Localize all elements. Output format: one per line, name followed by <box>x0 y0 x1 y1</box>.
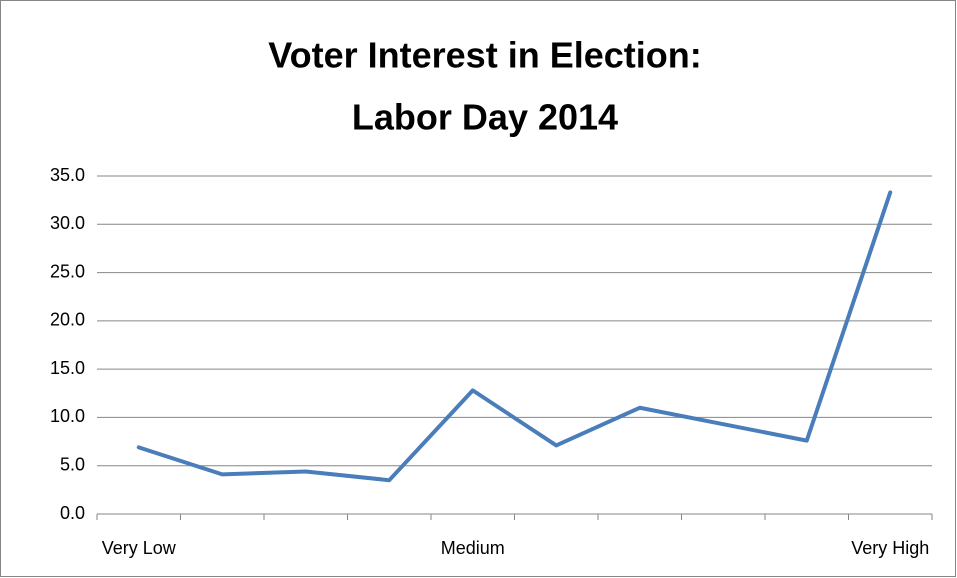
chart-title: Voter Interest in Election: <box>268 35 701 76</box>
x-tick-label: Very High <box>851 538 929 558</box>
y-tick-label: 30.0 <box>50 213 85 233</box>
y-tick-label: 0.0 <box>60 503 85 523</box>
y-tick-label: 5.0 <box>60 454 85 474</box>
chart-title: Labor Day 2014 <box>352 97 618 138</box>
y-tick-label: 15.0 <box>50 358 85 378</box>
y-tick-label: 20.0 <box>50 310 85 330</box>
y-tick-label: 25.0 <box>50 261 85 281</box>
y-tick-label: 10.0 <box>50 406 85 426</box>
y-tick-label: 35.0 <box>50 165 85 185</box>
line-series <box>136 190 893 483</box>
x-tick-label: Medium <box>441 538 505 558</box>
x-tick-label: Very Low <box>102 538 177 558</box>
